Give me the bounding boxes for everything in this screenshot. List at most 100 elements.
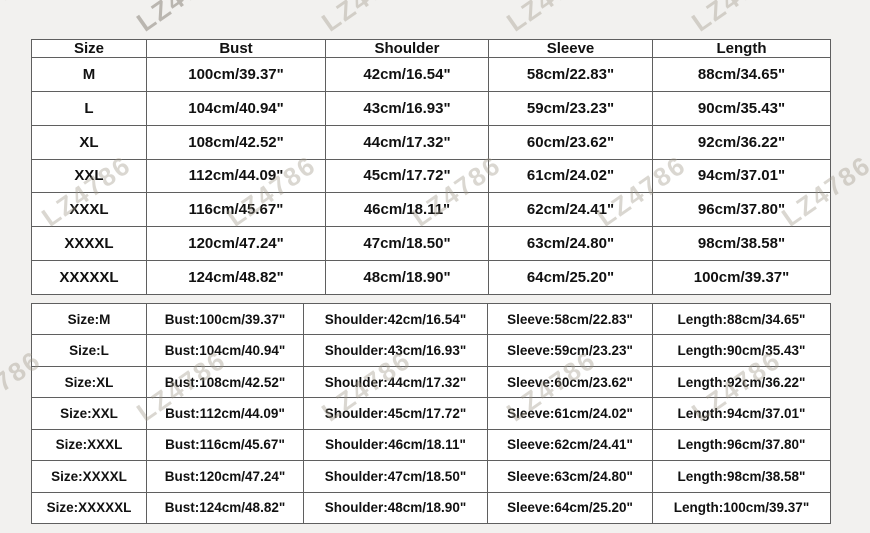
table-cell: Length:100cm/39.37" — [652, 491, 831, 525]
labeled-size-table-row: Size:M Bust:100cm/39.37" Shoulder:42cm/16.… — [31, 302, 831, 336]
table-cell: Length:94cm/37.01" — [652, 397, 831, 430]
labeled-size-table-body: Size:M Bust:100cm/39.37" Shoulder:42cm/16.… — [31, 302, 831, 525]
table-cell: Bust:108cm/42.52" — [146, 365, 304, 399]
watermark-text: LZ4786 — [316, 0, 417, 38]
table-cell: 104cm/40.94" — [146, 90, 326, 126]
table-cell: 59cm/23.23" — [488, 90, 653, 126]
size-table-row: XL 108cm/42.52" 44cm/17.32" 60cm/23.62" 92cm… — [31, 124, 831, 160]
table-cell: Size:XXXXL — [31, 460, 147, 493]
size-table-row: M 100cm/39.37" 42cm/16.54" 58cm/22.83" 88cm/… — [31, 57, 831, 92]
table-cell: 63cm/24.80" — [488, 226, 653, 262]
table-cell: Shoulder:44cm/17.32" — [303, 365, 488, 399]
table-cell: 47cm/18.50" — [325, 226, 489, 262]
table-cell: 46cm/18.11" — [325, 192, 489, 228]
table-cell: Size:XXXL — [31, 428, 147, 462]
table-cell: Sleeve:59cm/23.23" — [487, 334, 653, 367]
table-cell: 43cm/16.93" — [325, 90, 489, 126]
size-table-row: XXXL 116cm/45.67" 46cm/18.11" 62cm/24.41" 96… — [31, 192, 831, 228]
size-table-row: L 104cm/40.94" 43cm/16.93" 59cm/23.23" 90cm/… — [31, 90, 831, 126]
table-cell: Sleeve:60cm/23.62" — [487, 365, 653, 399]
table-cell: Size:XXL — [31, 397, 147, 430]
table-cell: 45cm/17.72" — [325, 158, 489, 194]
column-header-sleeve: Sleeve — [488, 39, 653, 58]
table-cell: 60cm/23.62" — [488, 124, 653, 160]
table-cell: 96cm/37.80" — [652, 192, 831, 228]
size-table-row: XXL 112cm/44.09" 45cm/17.72" 61cm/24.02" 94c… — [31, 158, 831, 194]
table-cell: 98cm/38.58" — [652, 226, 831, 262]
table-cell: Shoulder:43cm/16.93" — [303, 334, 488, 367]
table-cell: 116cm/45.67" — [146, 192, 326, 228]
table-cell: XXL — [31, 158, 147, 194]
table-cell: 62cm/24.41" — [488, 192, 653, 228]
watermark-text: LZ4786 — [0, 0, 47, 38]
table-cell: Size:XL — [31, 365, 147, 399]
labeled-size-table-row: Size:XXXXL Bust:120cm/47.24" Shoulder:47cm… — [31, 460, 831, 493]
table-cell: Length:90cm/35.43" — [652, 334, 831, 367]
table-cell: Sleeve:64cm/25.20" — [487, 491, 653, 525]
table-cell: Shoulder:45cm/17.72" — [303, 397, 488, 430]
table-cell: L — [31, 90, 147, 126]
table-cell: Shoulder:47cm/18.50" — [303, 460, 488, 493]
column-header-shoulder: Shoulder — [325, 39, 489, 58]
table-cell: 124cm/48.82" — [146, 260, 326, 295]
table-cell: 90cm/35.43" — [652, 90, 831, 126]
table-cell: Bust:124cm/48.82" — [146, 491, 304, 525]
column-header-size: Size — [31, 39, 147, 58]
table-cell: 100cm/39.37" — [146, 57, 326, 92]
table-cell: XL — [31, 124, 147, 160]
table-cell: 44cm/17.32" — [325, 124, 489, 160]
watermark-text: LZ4786 — [686, 0, 787, 38]
watermark-text: LZ4786 — [501, 0, 602, 38]
labeled-size-table-row: Size:L Bust:104cm/40.94" Shoulder:43cm/16.… — [31, 334, 831, 367]
size-table-row: XXXXXL 124cm/48.82" 48cm/18.90" 64cm/25.20"… — [31, 260, 831, 295]
table-cell: Length:88cm/34.65" — [652, 302, 831, 336]
table-cell: Bust:120cm/47.24" — [146, 460, 304, 493]
size-table-header-row: Size Bust Shoulder Sleeve Length — [31, 39, 831, 58]
labeled-size-table: Size:M Bust:100cm/39.37" Shoulder:42cm/16.… — [31, 302, 831, 525]
table-cell: Sleeve:61cm/24.02" — [487, 397, 653, 430]
table-cell: Size:XXXXXL — [31, 491, 147, 525]
table-cell: 94cm/37.01" — [652, 158, 831, 194]
table-cell: Bust:116cm/45.67" — [146, 428, 304, 462]
table-cell: Length:96cm/37.80" — [652, 428, 831, 462]
table-cell: Sleeve:63cm/24.80" — [487, 460, 653, 493]
table-cell: Length:98cm/38.58" — [652, 460, 831, 493]
table-cell: XXXL — [31, 192, 147, 228]
table-cell: Size:M — [31, 302, 147, 336]
size-table-body: M 100cm/39.37" 42cm/16.54" 58cm/22.83" 88cm/… — [31, 57, 831, 295]
table-cell: Bust:104cm/40.94" — [146, 334, 304, 367]
table-cell: 112cm/44.09" — [146, 158, 326, 194]
table-cell: 88cm/34.65" — [652, 57, 831, 92]
table-cell: 120cm/47.24" — [146, 226, 326, 262]
size-table-row: XXXXL 120cm/47.24" 47cm/18.50" 63cm/24.80" 9… — [31, 226, 831, 262]
table-cell: Shoulder:48cm/18.90" — [303, 491, 488, 525]
labeled-size-table-row: Size:XXXXXL Bust:124cm/48.82" Shoulder:48c… — [31, 491, 831, 525]
table-cell: Shoulder:46cm/18.11" — [303, 428, 488, 462]
table-cell: 58cm/22.83" — [488, 57, 653, 92]
column-header-length: Length — [652, 39, 831, 58]
table-cell: XXXXL — [31, 226, 147, 262]
table-cell: Shoulder:42cm/16.54" — [303, 302, 488, 336]
table-cell: Bust:112cm/44.09" — [146, 397, 304, 430]
labeled-size-table-row: Size:XL Bust:108cm/42.52" Shoulder:44cm/17… — [31, 365, 831, 399]
labeled-size-table-row: Size:XXL Bust:112cm/44.09" Shoulder:45cm/1… — [31, 397, 831, 430]
table-cell: Sleeve:58cm/22.83" — [487, 302, 653, 336]
labeled-size-table-row: Size:XXXL Bust:116cm/45.67" Shoulder:46cm/… — [31, 428, 831, 462]
table-cell: XXXXXL — [31, 260, 147, 295]
table-cell: 48cm/18.90" — [325, 260, 489, 295]
table-cell: Sleeve:62cm/24.41" — [487, 428, 653, 462]
table-cell: Length:92cm/36.22" — [652, 365, 831, 399]
table-cell: 100cm/39.37" — [652, 260, 831, 295]
table-cell: Bust:100cm/39.37" — [146, 302, 304, 336]
table-cell: 108cm/42.52" — [146, 124, 326, 160]
column-header-bust: Bust — [146, 39, 326, 58]
size-table: Size Bust Shoulder Sleeve Length M 100cm/39.3… — [31, 39, 831, 295]
table-cell: 92cm/36.22" — [652, 124, 831, 160]
table-cell: 61cm/24.02" — [488, 158, 653, 194]
table-cell: M — [31, 57, 147, 92]
table-cell: 42cm/16.54" — [325, 57, 489, 92]
watermark-text: LZ4786 — [131, 0, 232, 38]
table-cell: Size:L — [31, 334, 147, 367]
table-cell: 64cm/25.20" — [488, 260, 653, 295]
